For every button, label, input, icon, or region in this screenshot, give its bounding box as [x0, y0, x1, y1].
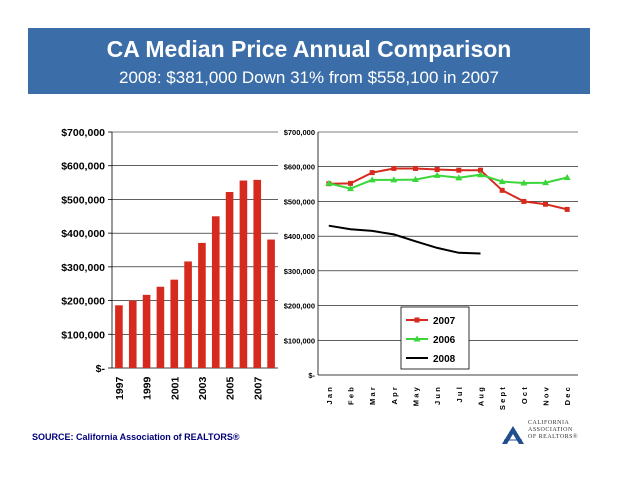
point-2007-Dec [564, 206, 570, 212]
bar-y-tick-label: $200,000 [61, 296, 105, 308]
month-label-Oct: Oct [520, 385, 529, 404]
month-label-Sept: Sept [498, 385, 507, 410]
month-label-Dec: Dec [563, 385, 572, 405]
monthly-line-chart: $- $100,000 $200,000 $300,000 $400,000 $500,0… [284, 128, 578, 410]
point-2006-Jan [325, 179, 333, 186]
bar-1998 [128, 300, 137, 368]
annual-bar-chart: $- $100,000 $200,000 $300,000 $400,000 $500,0… [61, 127, 278, 400]
source-note: SOURCE: California Association of REALTO… [32, 432, 240, 442]
point-2006-Feb [347, 185, 354, 192]
bar-2000 [156, 286, 165, 368]
month-label-Aug: Aug [477, 385, 486, 406]
legend-marker-2007 [414, 317, 420, 323]
header-banner: CA Median Price Annual Comparison 2008: … [28, 28, 590, 94]
point-2006-Apr [390, 176, 398, 183]
bar-2006 [239, 180, 248, 368]
car-logo-icon [502, 426, 524, 444]
month-label-May: May [412, 385, 421, 406]
page-title: CA Median Price Annual Comparison [106, 36, 512, 62]
series-line-2007 [328, 167, 568, 211]
bar-y-tick-label: $700,000 [61, 127, 105, 139]
point-2006-Aug [477, 171, 484, 178]
bar-1997 [115, 305, 123, 368]
bar-x-tick-label: 1997 [114, 376, 126, 400]
line-y-tick-label: $400,000 [284, 232, 315, 241]
point-2006-Mar [368, 176, 376, 183]
bar-x-tick-label: 2005 [225, 376, 237, 400]
point-2007-May [413, 165, 418, 171]
point-2007-Jun [434, 166, 440, 172]
month-label-Apr: Apr [390, 385, 399, 405]
month-label-Jun: Jun [433, 385, 442, 405]
page-subtitle: 2008: $381,000 Down 31% from $558,100 in… [119, 68, 499, 87]
legend-marker-2006 [413, 335, 421, 342]
month-label-Jul: Jul [455, 385, 464, 402]
point-2006-Jun [433, 171, 441, 178]
bar-x-tick-label: 2003 [197, 376, 209, 400]
bar-2002 [184, 261, 192, 368]
bar-x-tick-label: 2001 [169, 376, 181, 400]
bar-y-tick-label: $300,000 [61, 262, 105, 274]
bar-y-tick-label: $400,000 [61, 228, 105, 240]
month-label-Nov: Nov [542, 385, 551, 406]
line-y-tick-label: $200,000 [284, 302, 315, 311]
bar-2005 [225, 192, 234, 368]
bar-y-tick-label: $500,000 [61, 194, 105, 206]
point-2006-Sept [498, 178, 506, 185]
bar-x-tick-label: 1999 [142, 376, 154, 400]
bar-2007 [253, 179, 262, 368]
bar-x-tick-label: 2007 [252, 376, 264, 400]
logo-line-1: CALIFORNIA [528, 420, 570, 426]
line-y-tick-label: $300,000 [284, 267, 315, 276]
point-2007-Oct [521, 198, 527, 204]
logo-line-3: OF REALTORS® [528, 434, 579, 440]
legend-label-2008: 2008 [433, 354, 456, 365]
point-2006-Nov [542, 179, 549, 186]
series-line-2006 [328, 173, 568, 190]
legend-label-2006: 2006 [433, 335, 456, 346]
bar-y-tick-label: $100,000 [61, 329, 105, 341]
bar-y-tick-label: $- [96, 363, 106, 375]
month-label-Jan: Jan [325, 385, 334, 405]
point-2007-Nov [543, 201, 548, 207]
point-2006-May [412, 176, 419, 183]
logo-line-2: ASSOCIATION [528, 427, 573, 433]
point-2007-Jul [456, 167, 462, 173]
bar-2001 [170, 279, 179, 368]
point-2006-Dec [563, 173, 571, 180]
line-y-tick-label: $700,000 [284, 128, 315, 137]
month-label-Feb: Feb [347, 385, 356, 405]
point-2007-Mar [369, 170, 375, 176]
point-2007-Apr [391, 165, 397, 171]
bar-2004 [211, 216, 220, 368]
line-y-tick-label: $600,000 [284, 163, 315, 172]
bar-2003 [198, 242, 206, 368]
month-label-Mar: Mar [368, 385, 377, 405]
line-y-tick-label: $- [308, 371, 315, 380]
legend-label-2007: 2007 [433, 316, 456, 327]
point-2006-Jul [455, 174, 463, 181]
point-2006-Oct [520, 179, 528, 186]
bar-y-tick-label: $600,000 [61, 161, 105, 173]
series-line-2008 [328, 224, 481, 255]
line-y-tick-label: $500,000 [284, 197, 315, 206]
car-logo: CALIFORNIA ASSOCIATION OF REALTORS® [500, 420, 595, 446]
point-2007-Sept [499, 187, 505, 193]
line-y-tick-label: $100,000 [284, 336, 315, 345]
point-2007-Feb [348, 180, 353, 186]
bar-2008 [267, 239, 275, 368]
point-2007-Aug [478, 167, 483, 173]
bar-1999 [142, 294, 151, 368]
